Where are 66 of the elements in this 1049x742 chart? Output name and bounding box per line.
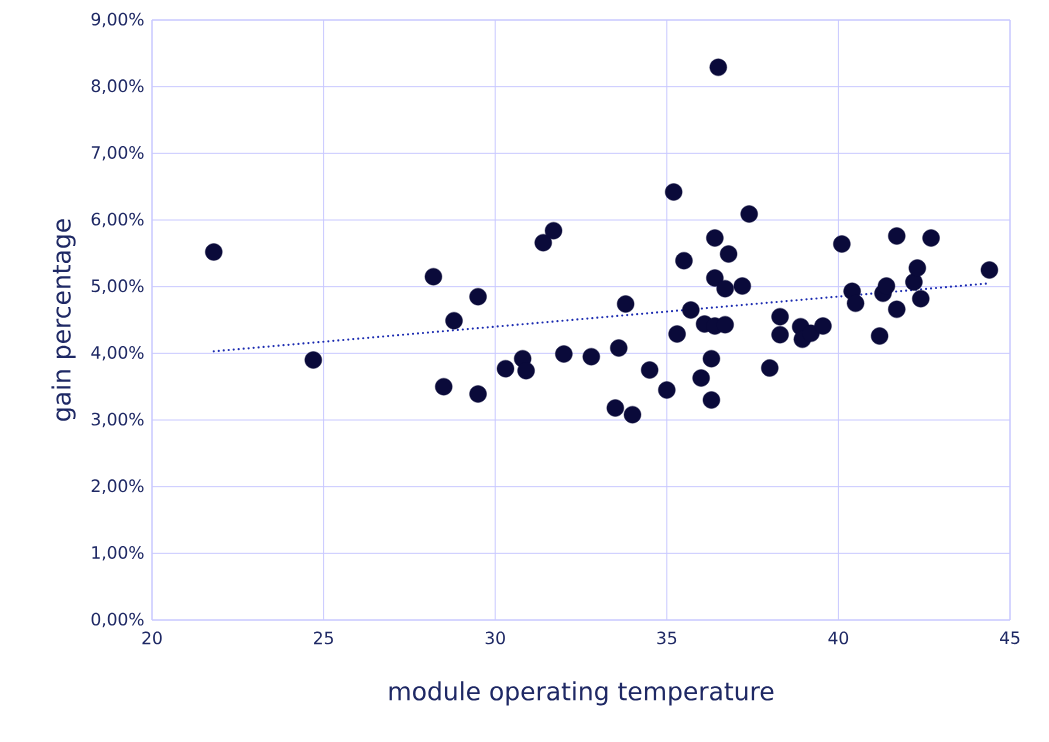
point bbox=[435, 377, 453, 396]
point bbox=[469, 287, 487, 306]
y-tick-label: 9,00% bbox=[91, 12, 144, 28]
y-tick-label: 1,00% bbox=[92, 546, 144, 561]
point bbox=[870, 327, 889, 345]
x-tick-label: 25 bbox=[314, 631, 333, 645]
point bbox=[675, 251, 693, 270]
point bbox=[761, 359, 779, 377]
y-tick-label: 2,00% bbox=[91, 479, 144, 494]
point bbox=[771, 307, 789, 326]
point bbox=[912, 289, 930, 308]
point bbox=[771, 325, 789, 344]
point bbox=[833, 235, 851, 253]
y-tick-label: 6,00% bbox=[91, 212, 144, 228]
point bbox=[905, 273, 923, 291]
point bbox=[706, 269, 724, 287]
point bbox=[582, 347, 600, 366]
x-axis-title: module operating temperature bbox=[389, 681, 774, 706]
point bbox=[702, 349, 721, 368]
point bbox=[555, 345, 573, 363]
point bbox=[888, 227, 906, 245]
x-tick-label: 20 bbox=[142, 631, 162, 645]
point bbox=[205, 243, 223, 261]
y-tick-label: 3,00% bbox=[91, 412, 144, 428]
point bbox=[610, 339, 628, 357]
point bbox=[517, 361, 535, 380]
point bbox=[424, 267, 443, 286]
y-tick-label: 4,00% bbox=[91, 346, 144, 361]
point bbox=[702, 391, 721, 409]
point bbox=[888, 300, 906, 319]
x-tick-label: 40 bbox=[828, 631, 849, 645]
point bbox=[668, 325, 686, 343]
x-tick-label: 35 bbox=[657, 631, 677, 645]
point bbox=[922, 229, 940, 247]
point bbox=[640, 361, 659, 379]
point bbox=[719, 245, 738, 263]
point bbox=[709, 58, 727, 77]
point bbox=[733, 277, 752, 295]
point bbox=[623, 405, 642, 424]
y-tick-label: 0,00% bbox=[91, 612, 144, 628]
y-tick-label: 5,00% bbox=[91, 279, 144, 294]
y-tick-label: 7,00% bbox=[91, 146, 144, 161]
point bbox=[846, 294, 865, 313]
point bbox=[658, 381, 676, 399]
point bbox=[496, 359, 515, 378]
point bbox=[740, 205, 758, 223]
point bbox=[716, 279, 734, 298]
point bbox=[706, 229, 724, 247]
point bbox=[664, 183, 683, 201]
y-tick-label: 8,00% bbox=[91, 79, 144, 94]
point bbox=[980, 261, 999, 279]
point bbox=[544, 221, 563, 240]
point bbox=[534, 233, 552, 252]
point bbox=[469, 385, 487, 403]
point bbox=[682, 301, 700, 319]
point bbox=[616, 295, 635, 313]
x-tick-label: 45 bbox=[1000, 631, 1020, 645]
x-tick-label: 30 bbox=[485, 631, 505, 645]
point bbox=[814, 317, 832, 335]
point bbox=[908, 259, 927, 277]
point bbox=[304, 351, 323, 369]
point bbox=[877, 277, 896, 295]
point bbox=[606, 399, 625, 417]
point bbox=[692, 369, 710, 387]
point bbox=[445, 311, 463, 330]
y-axis-title: gain percentage bbox=[51, 219, 76, 421]
